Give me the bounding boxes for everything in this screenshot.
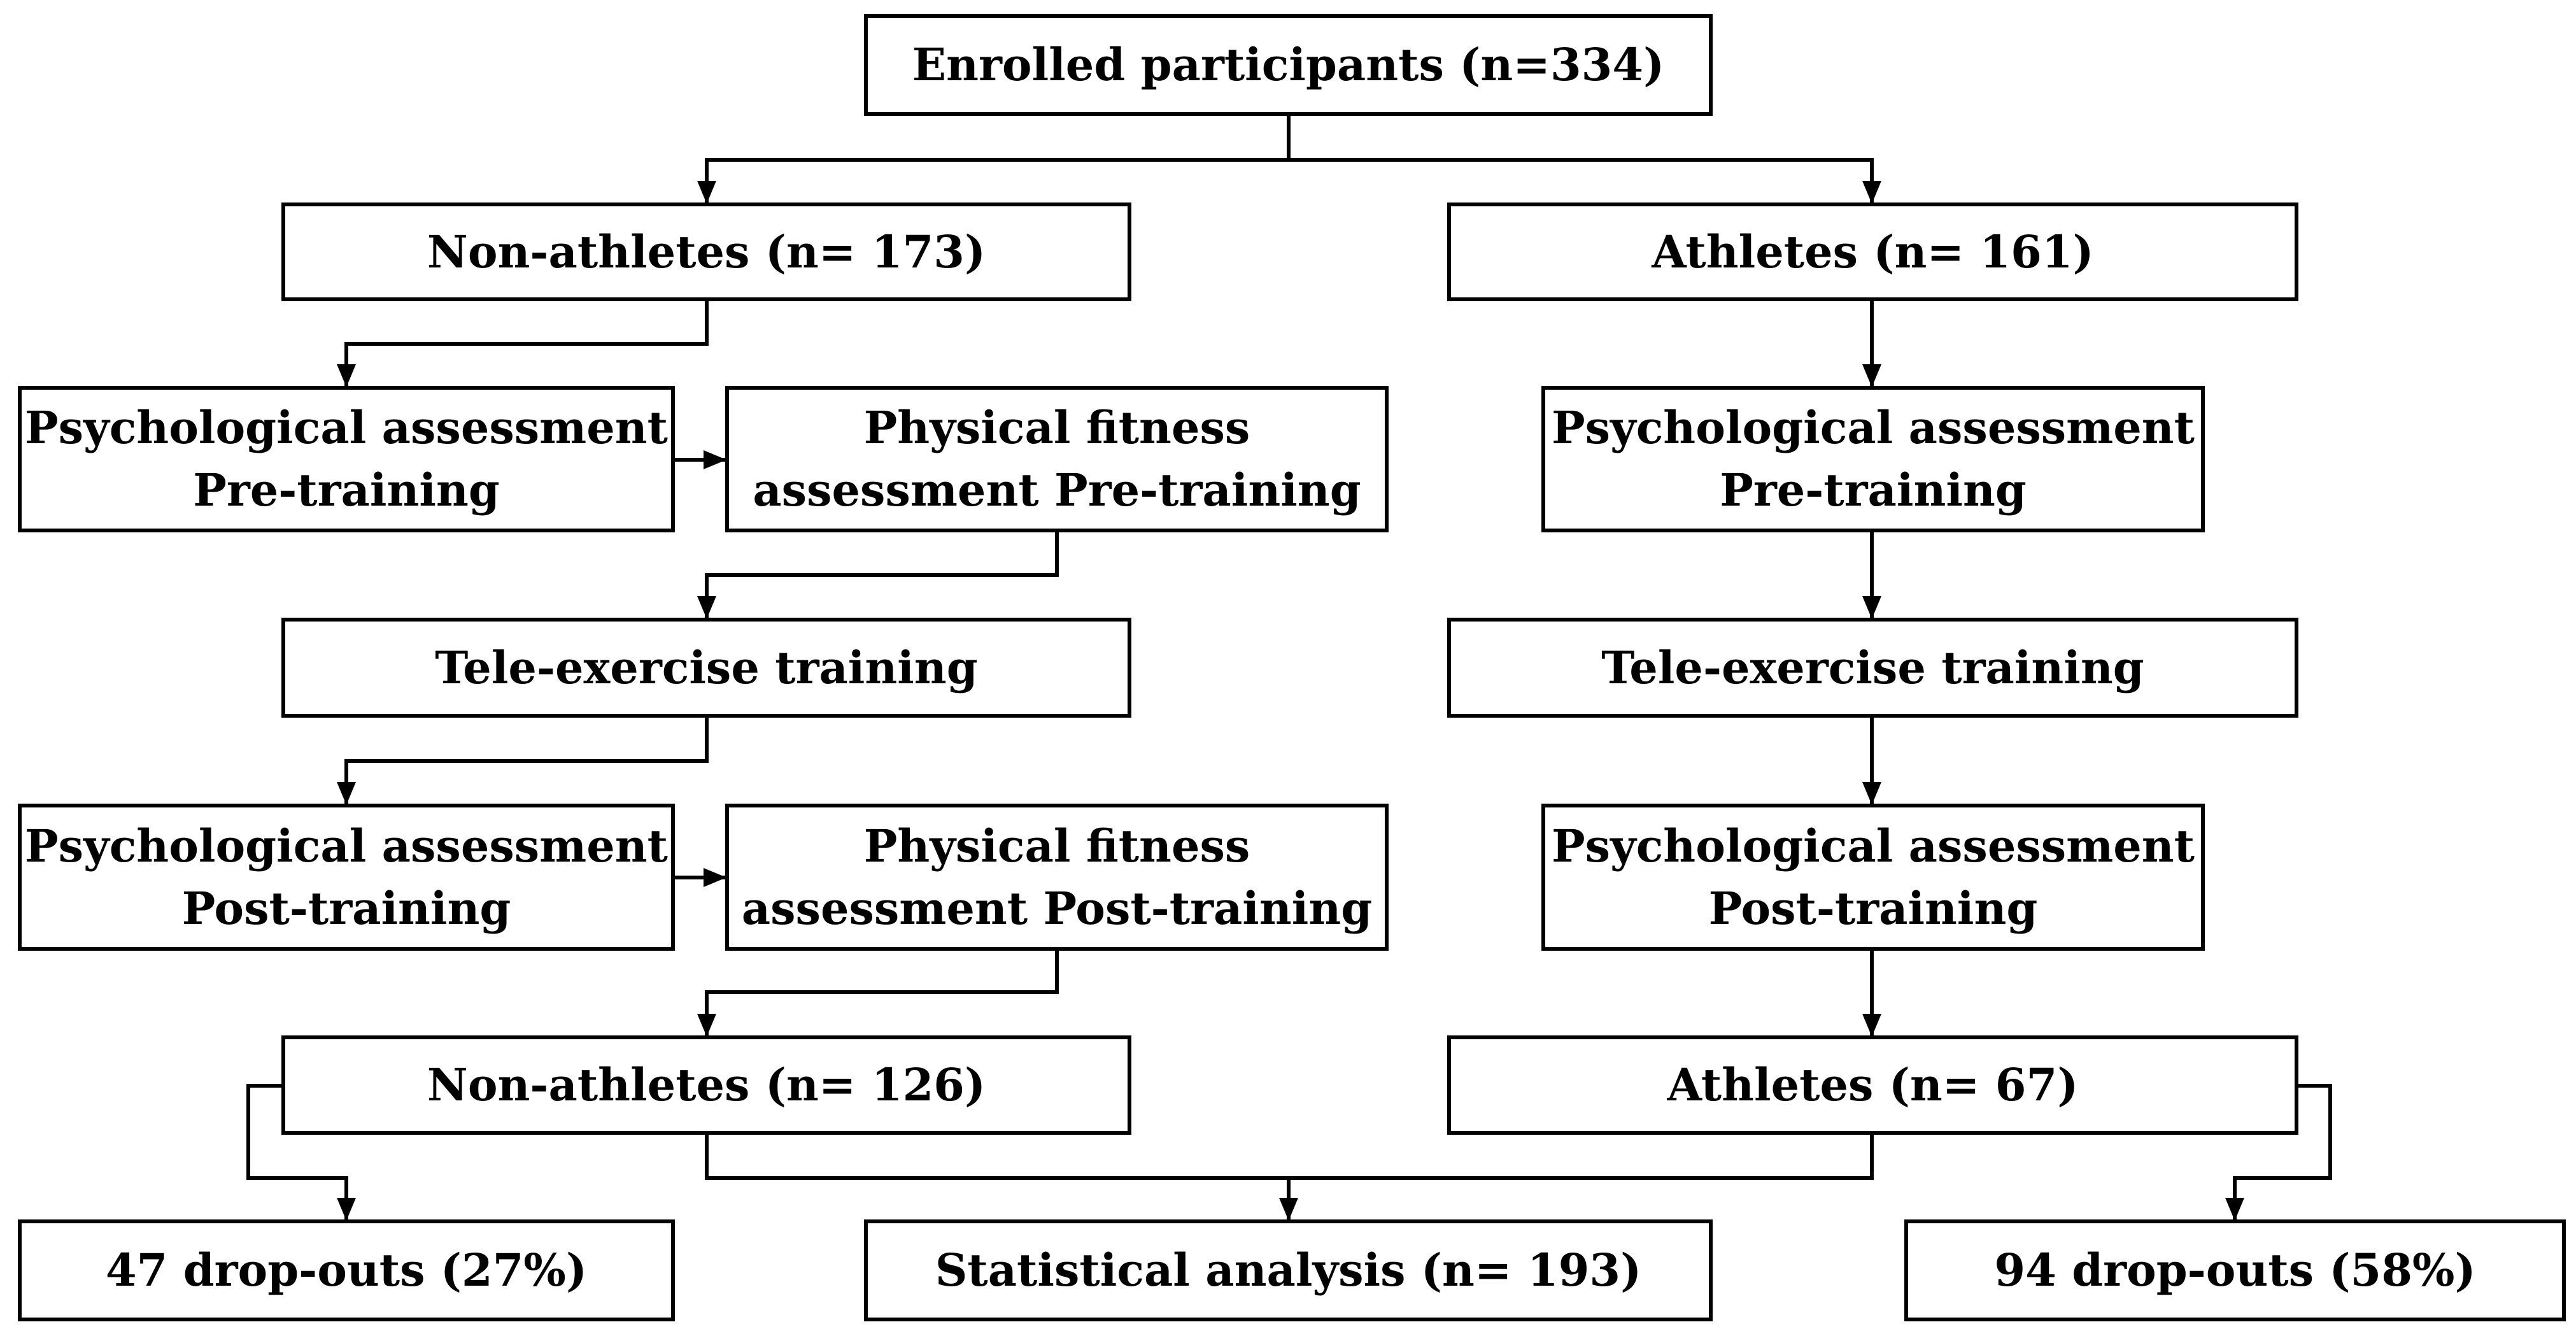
arrow-to-a-dropouts: [2225, 1084, 2332, 1221]
node-na-tele-training: Tele-exercise training: [281, 618, 1131, 718]
arrow-to-na-psych-pre: [337, 301, 709, 387]
node-a-tele-training: Tele-exercise training: [1447, 618, 2298, 718]
node-enrolled-participants: Enrolled participants (n=334): [864, 14, 1713, 116]
arrow-to-athletes-start: [1289, 158, 1881, 204]
node-na-phys-post: Physical fitness assessment Post-trainin…: [725, 804, 1389, 951]
arrow-to-non-athletes-start: [697, 158, 1289, 204]
node-na-psych-pre: Psychological assessment Pre-training: [18, 386, 675, 532]
node-statistical-analysis: Statistical analysis (n= 193): [864, 1219, 1713, 1321]
arrow-to-na-dropouts: [246, 1084, 356, 1221]
node-na-dropouts: 47 drop-outs (27%): [18, 1219, 675, 1321]
node-a-dropouts: 94 drop-outs (58%): [1904, 1219, 2566, 1321]
connector-non-athletes-end-to-analysis: [705, 1135, 1874, 1180]
arrow-to-na-tele: [697, 532, 1059, 619]
node-athletes-start: Athletes (n= 161): [1447, 203, 2298, 301]
node-a-psych-post: Psychological assessment Post-training: [1541, 804, 2205, 951]
node-a-psych-pre: Psychological assessment Pre-training: [1541, 386, 2205, 532]
node-na-phys-pre: Physical fitness assessment Pre-training: [725, 386, 1389, 532]
arrow-to-non-athletes-end: [697, 951, 1059, 1037]
node-athletes-end: Athletes (n= 67): [1447, 1035, 2298, 1135]
node-non-athletes-end: Non-athletes (n= 126): [281, 1035, 1131, 1135]
node-na-psych-post: Psychological assessment Post-training: [18, 804, 675, 951]
node-non-athletes-start: Non-athletes (n= 173): [281, 203, 1131, 301]
arrow-to-na-psych-post: [337, 718, 709, 805]
